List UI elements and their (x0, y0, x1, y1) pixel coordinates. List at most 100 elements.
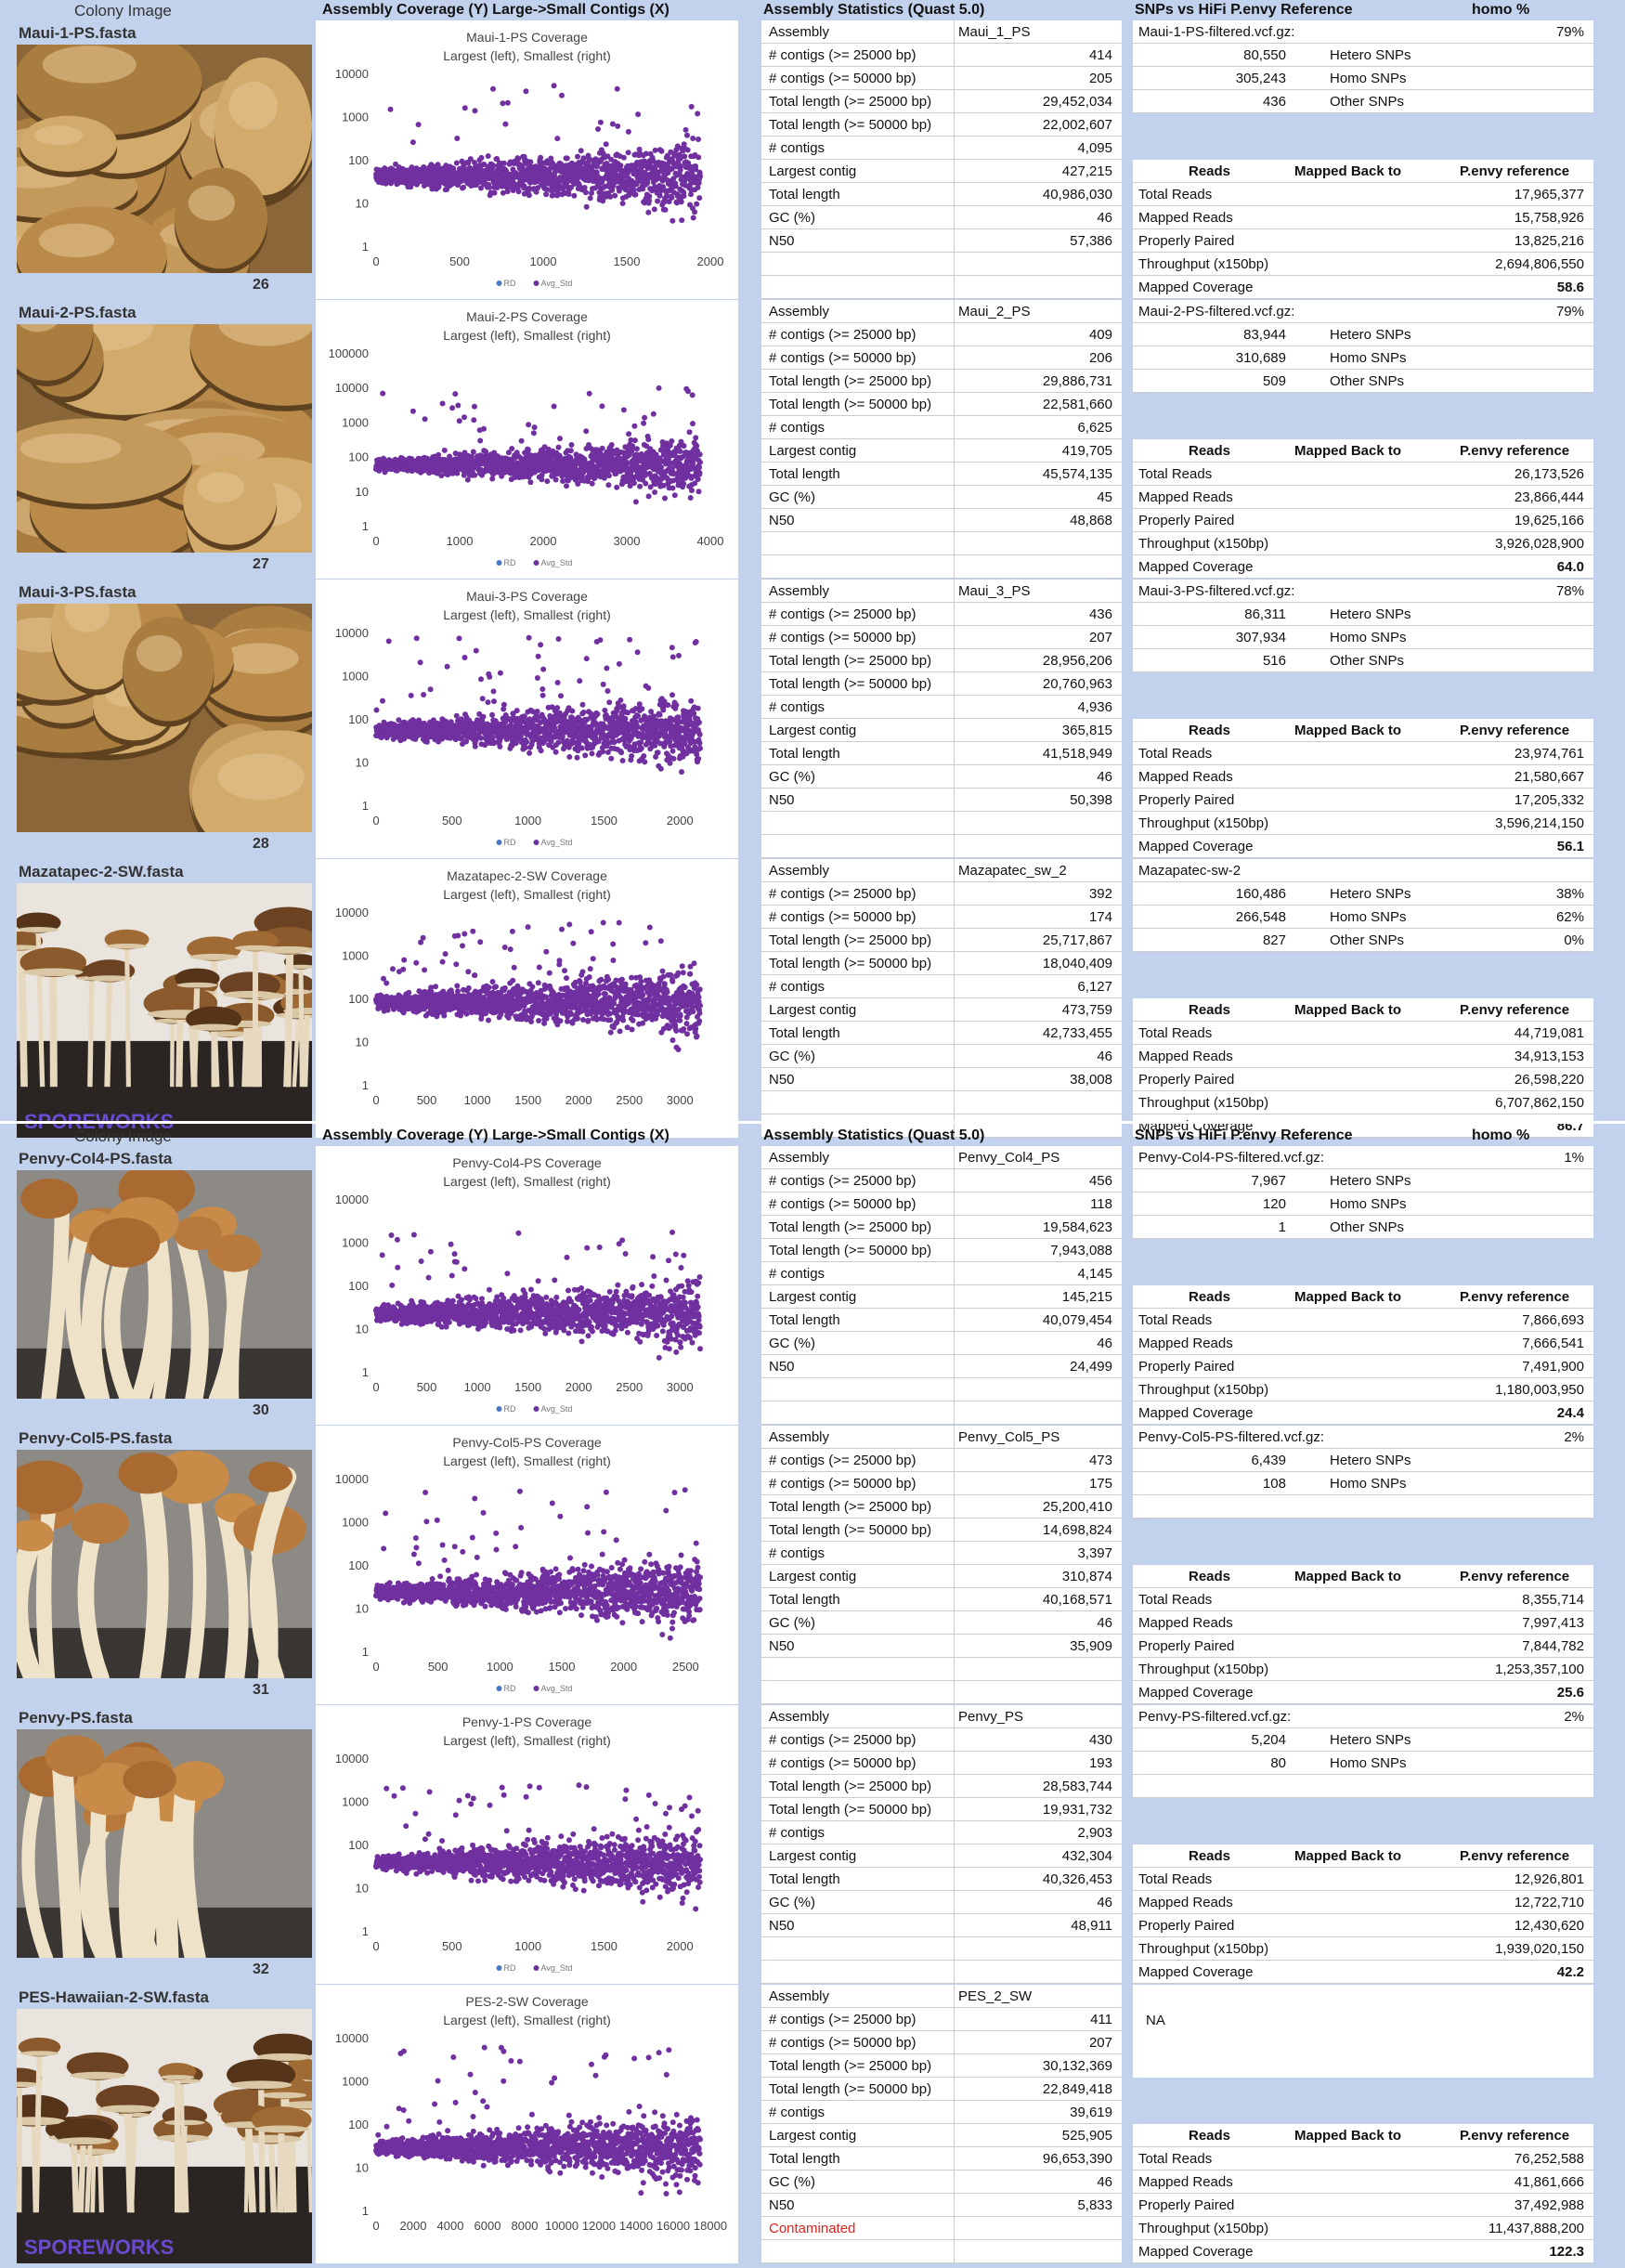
scatter-point (670, 218, 675, 224)
scatter-point (667, 738, 672, 744)
scatter-point (454, 161, 460, 166)
scatter-point (665, 702, 670, 708)
stats-row: Total length (>= 25000 bp)29,452,034 (761, 90, 1122, 113)
homo-header: homo % (1472, 2, 1529, 19)
scatter-point (645, 210, 651, 215)
x-tick-label: 1000 (464, 1093, 491, 1107)
stat-value: 414 (1089, 47, 1112, 63)
stats-row: # contigs (>= 50000 bp)205 (761, 67, 1122, 90)
colony-photo (17, 604, 312, 832)
scatter-point (588, 195, 593, 201)
scatter-point (692, 209, 697, 215)
scatter-point (523, 88, 528, 94)
scatter-point (416, 122, 422, 127)
scatter-point (457, 418, 462, 424)
fasta-filename: Maui-3-PS.fasta (19, 583, 136, 602)
scatter-point (642, 759, 647, 764)
y-tick-label: 100 (348, 992, 369, 1006)
scatter-point (679, 217, 684, 223)
scatter-point (622, 716, 628, 722)
scatter-point (401, 958, 407, 963)
scatter-point (414, 635, 420, 641)
scatter-point (577, 678, 582, 684)
legend-label: RD (504, 558, 516, 567)
y-tick-label: 1 (362, 1078, 369, 1092)
scatter-point (527, 479, 533, 485)
legend-marker (497, 840, 502, 845)
scatter-point (672, 492, 678, 498)
scatter-point (612, 193, 618, 199)
x-tick-label: 1500 (614, 254, 641, 268)
scatter-point (579, 746, 585, 751)
reads-value: 3,926,028,900 (1495, 536, 1584, 552)
stats-row (761, 835, 1122, 858)
scatter-point (487, 185, 492, 190)
scatter-point (656, 385, 662, 391)
cap-highlight (43, 46, 136, 84)
stat-label: Largest contig (769, 443, 856, 459)
reads-value: 21,580,667 (1514, 769, 1584, 785)
colony-photo-frame (17, 604, 312, 832)
snp-count: 83,944 (1243, 327, 1286, 343)
scatter-point (695, 111, 700, 116)
y-tick-label: 100000 (329, 346, 369, 360)
mushroom-cap (183, 457, 277, 551)
scatter-point (696, 464, 702, 470)
scatter-point (552, 83, 557, 88)
scatter-point (472, 404, 477, 410)
x-tick-label: 4000 (697, 534, 724, 548)
vcf-row: Maui-3-PS-filtered.vcf.gz:78% (1133, 580, 1593, 603)
reads-header-label: Reads (1189, 723, 1230, 738)
scatter-point (620, 201, 626, 206)
scatter-point (673, 702, 679, 708)
coverage-header: Assembly Coverage (Y) Large->Small Conti… (322, 2, 670, 19)
scatter-point (519, 438, 525, 444)
stat-value: 22,002,607 (1043, 117, 1112, 133)
stats-row: Total length (>= 25000 bp)28,956,206 (761, 649, 1122, 672)
scatter-point (471, 417, 476, 423)
reads-label: Mapped Reads (1138, 489, 1233, 505)
stat-label: GC (%) (769, 769, 815, 785)
snp-count: 80,550 (1243, 47, 1286, 63)
x-tick-label: 500 (442, 814, 462, 828)
scatter-point (696, 476, 701, 482)
scatter-point (697, 470, 703, 476)
snp-count: 310,689 (1236, 350, 1286, 366)
scatter-point (422, 416, 428, 422)
colony-photo (17, 45, 312, 273)
cap-highlight (39, 224, 114, 258)
scatter-point (683, 127, 689, 133)
scatter-point (696, 154, 701, 160)
scatter-points (373, 83, 703, 223)
scatter-point (581, 710, 587, 715)
legend-label: Avg_Std (541, 838, 573, 847)
stat-value: 45,574,135 (1043, 466, 1112, 482)
reads-label: Throughput (x150bp) (1138, 256, 1268, 272)
cap-underside (107, 944, 147, 949)
stat-value: 41,518,949 (1043, 746, 1112, 762)
y-tick-label: 10 (356, 485, 369, 499)
snps-header: SNPs vs HiFi P.envy Reference (1135, 2, 1353, 19)
stat-label: # contigs (>= 50000 bp) (769, 71, 916, 86)
stat-value: 4,936 (1077, 699, 1112, 715)
scatter-point (600, 446, 605, 451)
scatter-point (632, 192, 638, 198)
reads-value: 56.1 (1557, 839, 1584, 854)
scatter-point (604, 666, 609, 671)
scatter-point (681, 481, 686, 487)
